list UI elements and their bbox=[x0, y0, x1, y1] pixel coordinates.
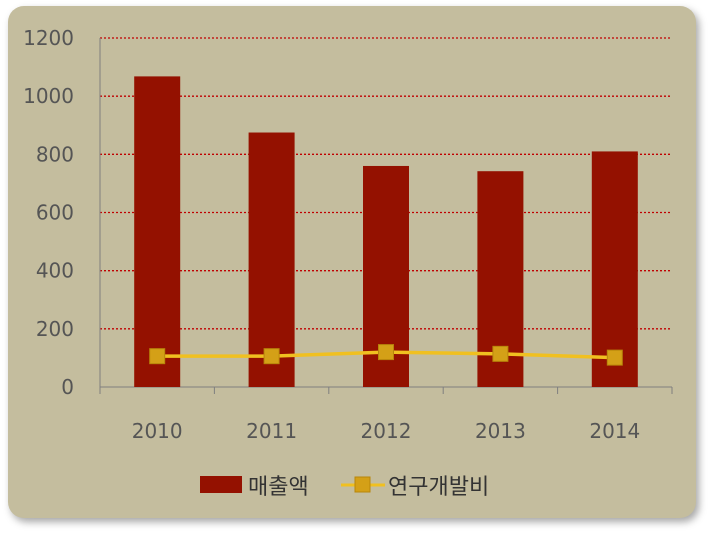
legend-label-line: 연구개발비 bbox=[388, 475, 489, 500]
x-axis-ticks: 2010 2011 2012 2013 2014 bbox=[132, 419, 641, 443]
legend-swatch-marker bbox=[354, 476, 371, 493]
x-tick-label: 2013 bbox=[475, 419, 526, 443]
y-tick-label: 1000 bbox=[23, 84, 74, 108]
line-marker-2012 bbox=[378, 344, 394, 361]
line-marker-2010 bbox=[149, 348, 166, 365]
y-tick-label: 400 bbox=[36, 259, 74, 283]
bar-2010 bbox=[134, 76, 181, 387]
chart-frame bbox=[8, 6, 696, 518]
legend-swatch-bar bbox=[200, 476, 242, 493]
y-tick-label: 600 bbox=[36, 201, 74, 225]
bar-2011 bbox=[248, 132, 295, 387]
legend-label-bar: 매출액 bbox=[248, 475, 309, 500]
bar-2014 bbox=[591, 151, 638, 387]
y-tick-label: 200 bbox=[36, 317, 74, 341]
y-tick-label: 1200 bbox=[23, 26, 74, 50]
x-tick-label: 2014 bbox=[589, 419, 640, 443]
y-tick-label: 0 bbox=[61, 375, 74, 399]
x-tick-label: 2012 bbox=[361, 419, 412, 443]
y-tick-label: 800 bbox=[36, 142, 74, 166]
line-series bbox=[149, 344, 623, 366]
legend: 매출액 연구개발비 bbox=[200, 475, 489, 500]
line-marker-2014 bbox=[606, 349, 623, 366]
x-tick-label: 2011 bbox=[246, 419, 297, 443]
line-marker-2013 bbox=[492, 345, 509, 362]
line-marker-2011 bbox=[263, 348, 280, 365]
x-tick-label: 2010 bbox=[132, 419, 183, 443]
bars bbox=[134, 76, 638, 387]
y-axis-ticks: 0 200 400 600 800 1000 1200 bbox=[23, 26, 74, 399]
